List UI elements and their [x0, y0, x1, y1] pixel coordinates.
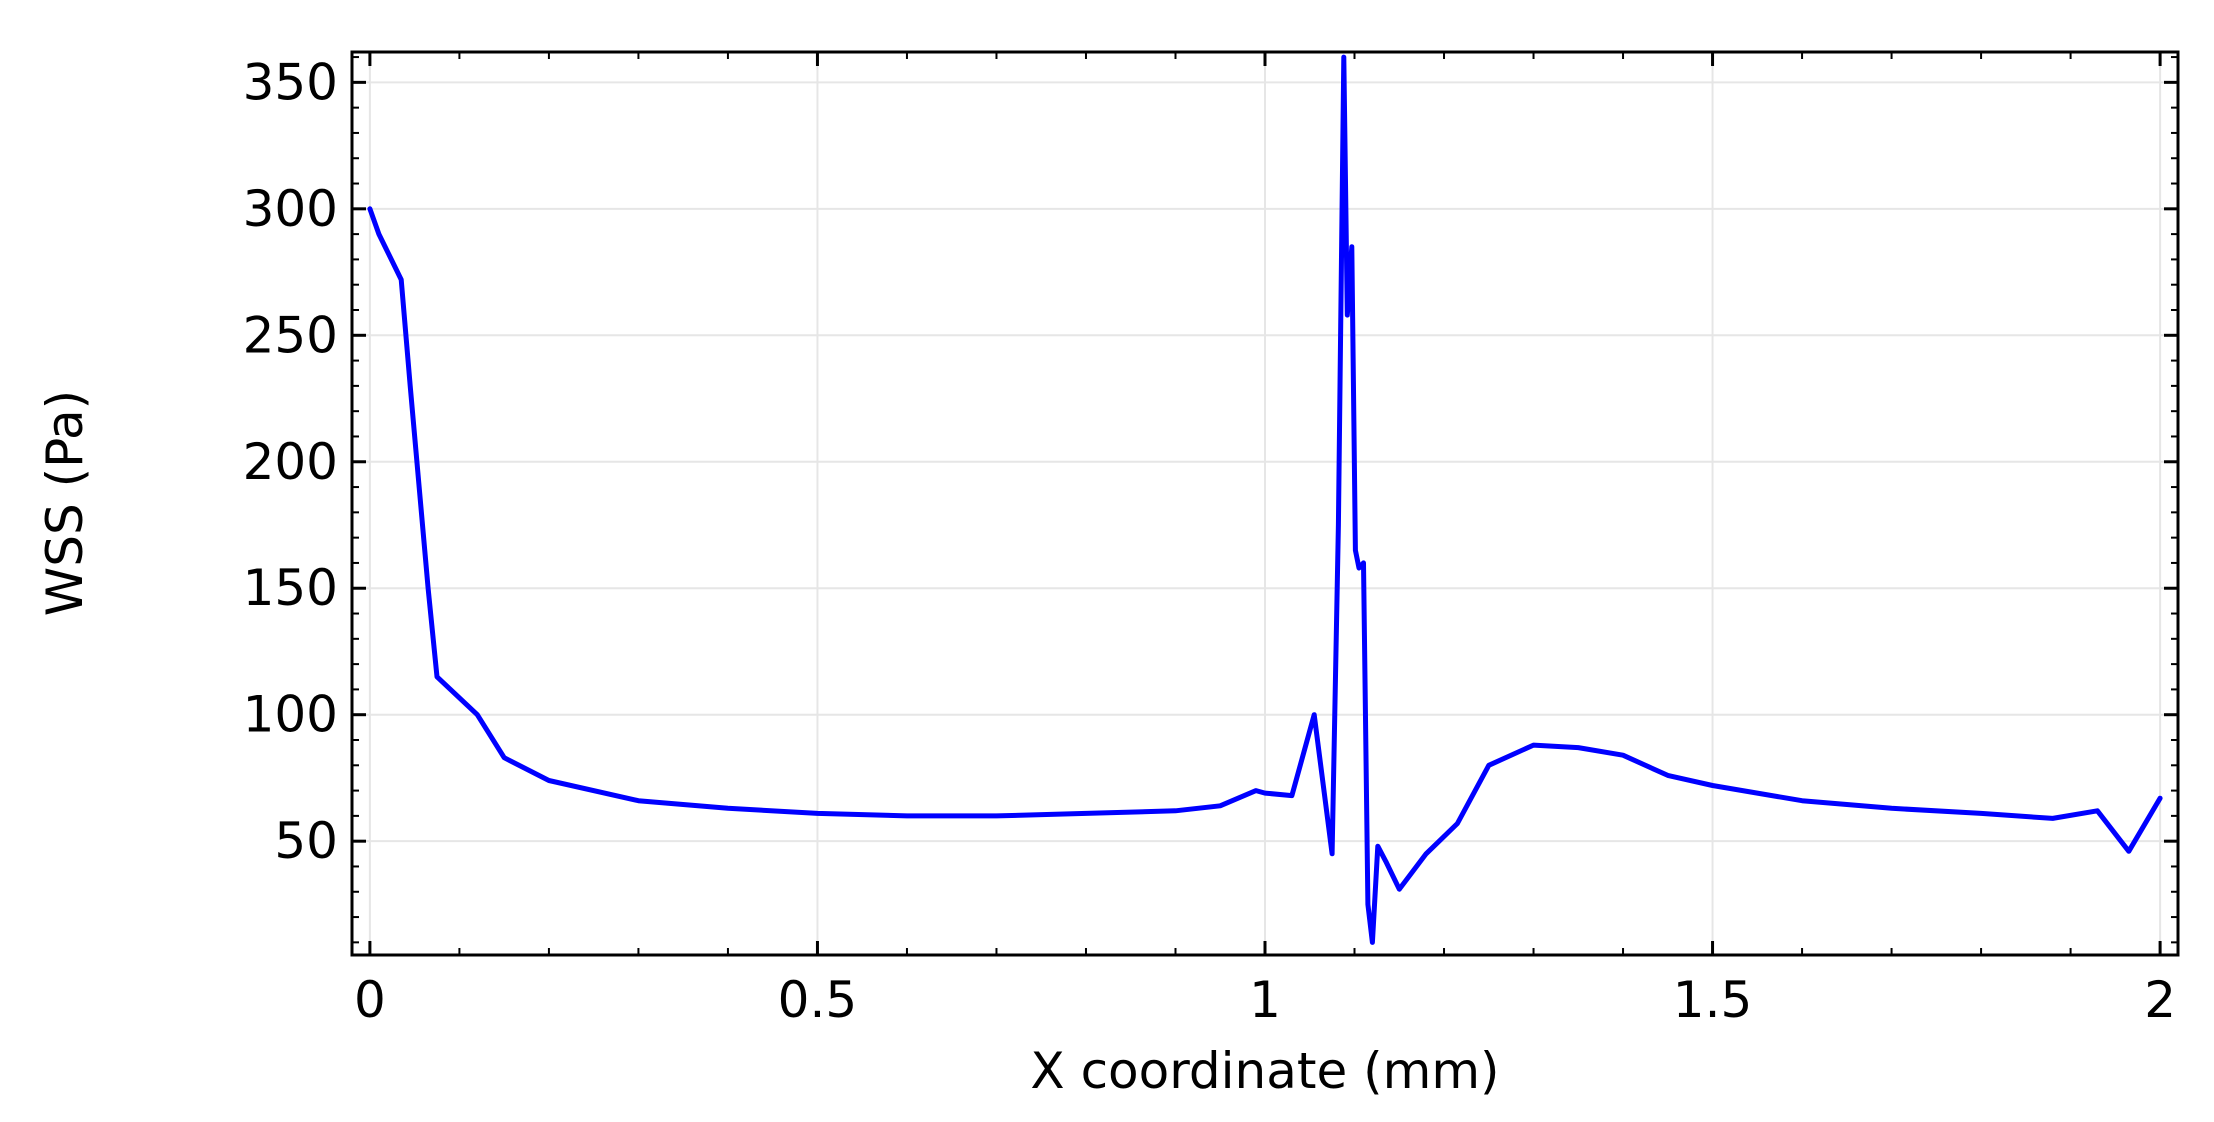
grid-lines — [352, 52, 2178, 955]
x-axis-title: X coordinate (mm) — [1030, 1042, 1499, 1100]
y-tick-label: 250 — [243, 306, 338, 364]
x-tick-label: 0 — [354, 971, 386, 1029]
y-tick-label: 350 — [243, 53, 338, 111]
x-tick-label: 0.5 — [778, 971, 858, 1029]
y-tick-labels: 50 100 150 200 250 300 350 — [243, 53, 338, 870]
x-tick-label: 1.5 — [1673, 971, 1753, 1029]
x-tick-label: 2 — [2144, 971, 2176, 1029]
x-tick-labels: 0 0.5 1 1.5 2 — [354, 971, 2176, 1029]
major-ticks — [352, 52, 2178, 955]
y-tick-label: 100 — [243, 686, 338, 744]
y-tick-label: 300 — [243, 180, 338, 238]
plot-frame — [350, 50, 2180, 957]
series-group — [367, 54, 2163, 945]
y-tick-label: 200 — [243, 433, 338, 491]
x-tick-label: 1 — [1249, 971, 1281, 1029]
series-line — [367, 54, 2163, 945]
y-tick-label: 50 — [274, 812, 338, 870]
y-axis-title: WSS (Pa) — [36, 390, 94, 616]
y-tick-label: 150 — [243, 559, 338, 617]
